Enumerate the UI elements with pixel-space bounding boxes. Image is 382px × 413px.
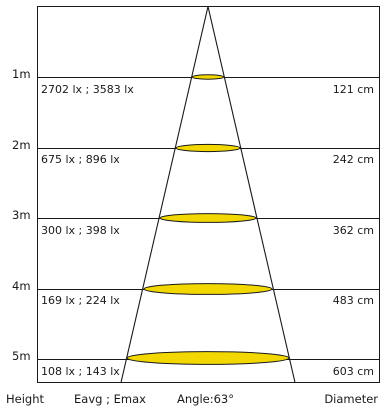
diameter-label-1m: 121 cm [333, 83, 374, 96]
footer-diameter-label: Diameter [324, 392, 378, 406]
footer-angle-label: Angle:63° [177, 392, 234, 406]
light-spot-5m [126, 351, 290, 365]
light-spot-1m [191, 74, 225, 80]
diameter-label-5m: 603 cm [333, 365, 374, 378]
height-label-4m: 4m [12, 279, 31, 293]
height-label-3m: 3m [12, 208, 31, 222]
beam-left-edge [120, 6, 209, 383]
light-spot-2m [175, 143, 241, 153]
lux-label-1m: 2702 lx ; 3583 lx [41, 83, 134, 96]
beam-cone [120, 6, 296, 383]
height-label-2m: 2m [12, 138, 31, 152]
height-label-5m: 5m [12, 349, 31, 363]
lux-label-4m: 169 lx ; 224 lx [41, 294, 120, 307]
lux-label-3m: 300 lx ; 398 lx [41, 224, 120, 237]
diagram-frame [37, 6, 380, 383]
diameter-label-3m: 362 cm [333, 224, 374, 237]
lux-label-5m: 108 lx ; 143 lx [41, 365, 120, 378]
light-spots [126, 74, 290, 365]
beam-right-edge [207, 6, 296, 383]
lux-label-2m: 675 lx ; 896 lx [41, 153, 120, 166]
footer-height-label: Height [6, 392, 45, 406]
light-spot-3m [159, 213, 257, 223]
height-label-1m: 1m [12, 67, 31, 81]
light-spot-4m [143, 283, 273, 295]
diameter-label-4m: 483 cm [333, 294, 374, 307]
diameter-label-2m: 242 cm [333, 153, 374, 166]
footer-eavg-emax-label: Eavg ; Emax [74, 392, 146, 406]
